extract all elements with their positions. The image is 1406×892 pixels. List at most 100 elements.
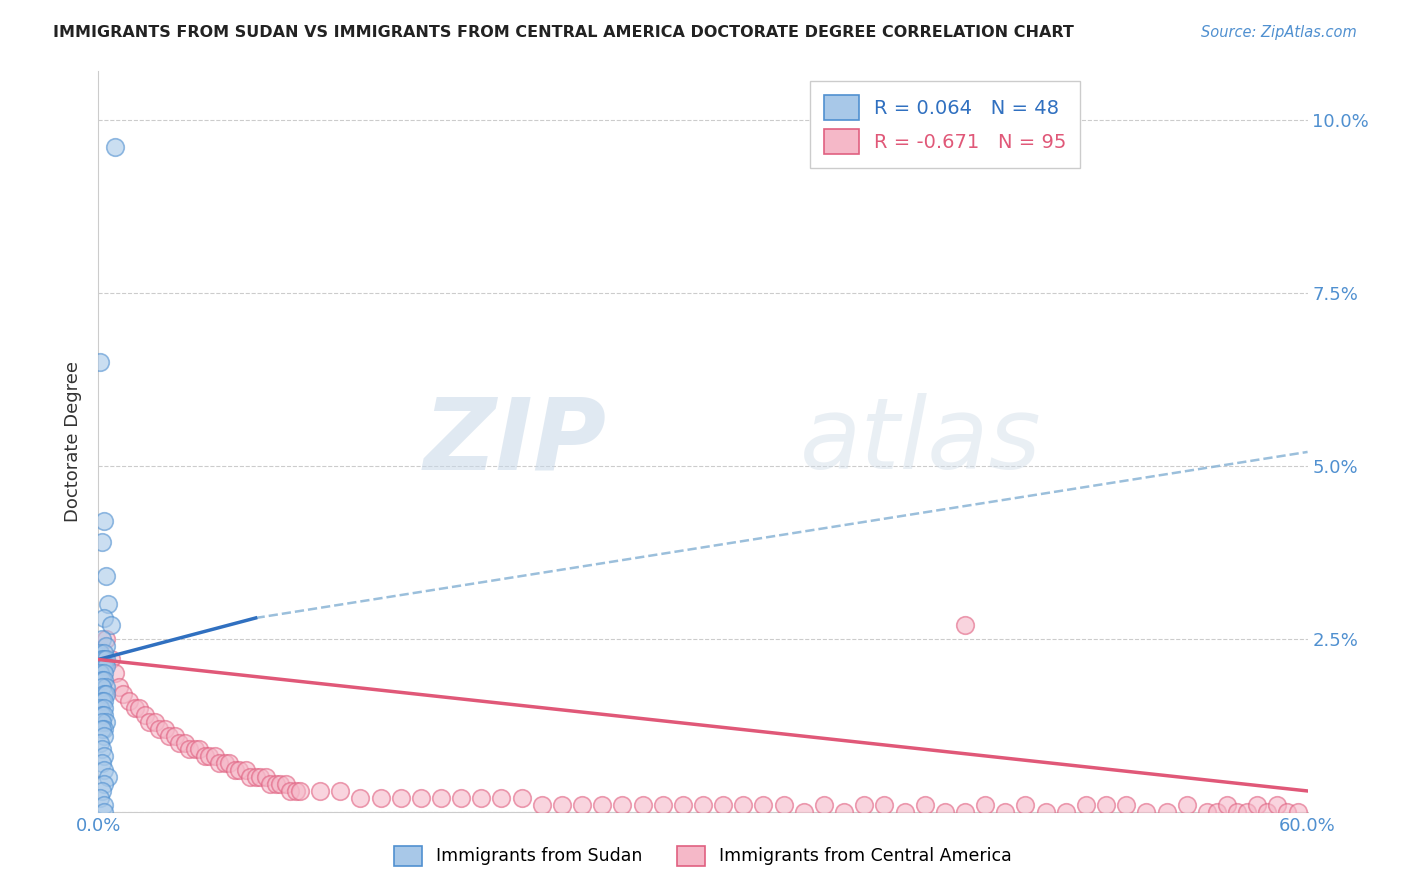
Point: [174, 735, 197, 749]
Point: [288, 784, 311, 798]
Point: [96, 687, 118, 701]
Point: [100, 652, 122, 666]
Point: [274, 777, 297, 791]
Point: [224, 763, 246, 777]
Point: [96, 680, 118, 694]
Point: [93, 749, 115, 764]
Point: [1014, 797, 1036, 812]
Text: atlas: atlas: [800, 393, 1042, 490]
Point: [167, 735, 190, 749]
Point: [93, 797, 115, 812]
Point: [259, 777, 281, 791]
Point: [208, 756, 231, 771]
Point: [93, 707, 115, 722]
Point: [194, 749, 217, 764]
Point: [278, 784, 301, 798]
Point: [1156, 805, 1178, 819]
Point: [530, 797, 553, 812]
Point: [134, 707, 156, 722]
Point: [97, 770, 120, 784]
Point: [103, 666, 125, 681]
Point: [93, 687, 115, 701]
Point: [752, 797, 775, 812]
Point: [692, 797, 714, 812]
Point: [430, 790, 453, 805]
Point: [239, 770, 262, 784]
Point: [1216, 797, 1239, 812]
Point: [370, 790, 392, 805]
Point: [93, 646, 115, 660]
Text: Source: ZipAtlas.com: Source: ZipAtlas.com: [1201, 25, 1357, 40]
Point: [91, 659, 114, 673]
Point: [153, 722, 176, 736]
Point: [91, 784, 114, 798]
Point: [93, 673, 115, 688]
Point: [551, 797, 574, 812]
Point: [1226, 805, 1249, 819]
Point: [1256, 805, 1278, 819]
Point: [91, 534, 114, 549]
Point: [118, 694, 141, 708]
Point: [91, 652, 114, 666]
Point: [93, 659, 115, 673]
Point: [994, 805, 1017, 819]
Point: [631, 797, 654, 812]
Point: [264, 777, 287, 791]
Point: [157, 729, 180, 743]
Point: [103, 140, 125, 154]
Point: [228, 763, 250, 777]
Point: [510, 790, 533, 805]
Point: [138, 714, 160, 729]
Point: [1206, 805, 1229, 819]
Point: [1135, 805, 1157, 819]
Point: [93, 805, 115, 819]
Point: [832, 805, 855, 819]
Point: [89, 646, 111, 660]
Y-axis label: Doctorate Degree: Doctorate Degree: [63, 361, 82, 522]
Point: [107, 680, 129, 694]
Point: [93, 652, 115, 666]
Point: [91, 756, 114, 771]
Point: [89, 666, 111, 681]
Point: [93, 611, 115, 625]
Point: [93, 514, 115, 528]
Point: [612, 797, 634, 812]
Point: [179, 742, 201, 756]
Point: [100, 618, 122, 632]
Point: [349, 790, 371, 805]
Point: [309, 784, 332, 798]
Point: [93, 763, 115, 777]
Point: [1277, 805, 1299, 819]
Point: [188, 742, 211, 756]
Point: [934, 805, 956, 819]
Point: [96, 714, 118, 729]
Point: [218, 756, 240, 771]
Point: [793, 805, 815, 819]
Point: [772, 797, 794, 812]
Point: [91, 742, 114, 756]
Point: [284, 784, 307, 798]
Text: IMMIGRANTS FROM SUDAN VS IMMIGRANTS FROM CENTRAL AMERICA DOCTORATE DEGREE CORREL: IMMIGRANTS FROM SUDAN VS IMMIGRANTS FROM…: [53, 25, 1074, 40]
Point: [249, 770, 271, 784]
Point: [96, 569, 118, 583]
Point: [91, 694, 114, 708]
Point: [409, 790, 432, 805]
Point: [89, 355, 111, 369]
Point: [93, 701, 115, 715]
Point: [198, 749, 221, 764]
Point: [1115, 797, 1137, 812]
Point: [893, 805, 915, 819]
Point: [91, 707, 114, 722]
Point: [89, 790, 111, 805]
Point: [91, 680, 114, 694]
Point: [93, 777, 115, 791]
Point: [914, 797, 936, 812]
Point: [813, 797, 835, 812]
Point: [1074, 797, 1097, 812]
Point: [235, 763, 257, 777]
Legend: R = 0.064   N = 48, R = -0.671   N = 95: R = 0.064 N = 48, R = -0.671 N = 95: [810, 81, 1080, 168]
Point: [1267, 797, 1289, 812]
Point: [1246, 797, 1268, 812]
Point: [953, 618, 976, 632]
Point: [672, 797, 695, 812]
